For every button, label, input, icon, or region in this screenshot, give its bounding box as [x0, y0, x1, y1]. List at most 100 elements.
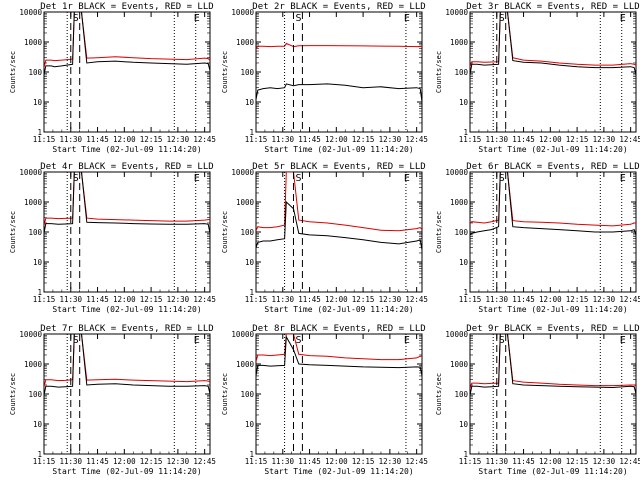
- events-series-line: [470, 12, 636, 76]
- detector-panel-1: Det 1r BLACK = Events, RED = LLD 1 10 100 10…: [9, 2, 216, 154]
- x-tick-label: 11:30: [485, 135, 508, 144]
- x-axis-label: Start Time (02-Jul-09 11:14:20): [52, 305, 201, 314]
- x-tick-label: 12:15: [566, 135, 589, 144]
- y-axis-label: Counts/sec: [9, 51, 17, 93]
- events-series-line: [470, 172, 636, 236]
- y-tick-label: 10: [245, 258, 255, 267]
- x-tick-label: 12:30: [379, 295, 402, 304]
- y-tick-label: 1: [249, 288, 254, 297]
- end-marker: E: [620, 13, 626, 24]
- lld-series-line: [44, 334, 210, 388]
- events-series-line: [256, 200, 422, 251]
- end-marker: E: [404, 173, 410, 184]
- detector-panel-4: Det 4r BLACK = Events, RED = LLD 1 10 100 10…: [9, 162, 216, 314]
- y-tick-label: 10: [245, 98, 255, 107]
- y-axis-label: Counts/sec: [435, 51, 443, 93]
- plot-frame: [43, 171, 211, 293]
- start-marker: S: [499, 335, 505, 346]
- end-marker: E: [404, 13, 410, 24]
- x-axis-label: Start Time (02-Jul-09 11:14:20): [52, 467, 201, 476]
- plot-frame: [255, 171, 423, 293]
- y-tick-label: 10: [245, 420, 255, 429]
- y-tick-label: 10000: [19, 330, 42, 339]
- detector-panel-5: Det 5r BLACK = Events, RED = LLD 1 10 100 10…: [221, 162, 428, 314]
- y-tick-label: 10000: [231, 8, 254, 17]
- detector-panel-3: Det 3r BLACK = Events, RED = LLD 1 10 100 10…: [435, 2, 640, 154]
- y-tick-label: 10000: [445, 8, 468, 17]
- lld-series-line: [256, 42, 422, 49]
- panel-title: Det 2r BLACK = Events, RED = LLD: [252, 2, 425, 12]
- y-tick-label: 1000: [450, 198, 469, 207]
- x-tick-label: 12:15: [566, 295, 589, 304]
- y-tick-label: 10000: [445, 168, 468, 177]
- y-tick-label: 10: [459, 420, 469, 429]
- y-tick-label: 10: [33, 98, 43, 107]
- end-marker: E: [194, 13, 200, 24]
- y-tick-label: 1000: [236, 360, 255, 369]
- y-axis-label: Counts/sec: [9, 373, 17, 415]
- start-marker: S: [295, 335, 301, 346]
- detector-panel-7: Det 7r BLACK = Events, RED = LLD 1 10 100 10…: [9, 324, 216, 476]
- x-tick-label: 12:00: [539, 135, 562, 144]
- x-axis-label: Start Time (02-Jul-09 11:14:20): [478, 305, 627, 314]
- x-axis-label: Start Time (02-Jul-09 11:14:20): [264, 467, 413, 476]
- detector-panel-6: Det 6r BLACK = Events, RED = LLD 1 10 100 10…: [435, 162, 640, 314]
- x-tick-label: 12:00: [113, 295, 136, 304]
- x-tick-label: 12:15: [352, 135, 375, 144]
- x-tick-label: 11:15: [245, 295, 268, 304]
- x-tick-label: 11:15: [245, 135, 268, 144]
- x-axis-label: Start Time (02-Jul-09 11:14:20): [264, 145, 413, 154]
- x-tick-label: 11:15: [245, 457, 268, 466]
- start-marker: S: [73, 173, 79, 184]
- x-tick-label: 12:30: [593, 295, 616, 304]
- y-tick-label: 1: [37, 450, 42, 459]
- x-tick-label: 11:45: [298, 457, 321, 466]
- plot-frame: [43, 333, 211, 455]
- y-tick-label: 100: [28, 390, 42, 399]
- series-group: [256, 172, 422, 251]
- y-tick-label: 1000: [24, 38, 43, 47]
- y-tick-label: 100: [454, 68, 468, 77]
- x-tick-label: 12:45: [193, 295, 216, 304]
- y-tick-label: 1000: [236, 198, 255, 207]
- panel-title: Det 7r BLACK = Events, RED = LLD: [40, 324, 213, 334]
- panel-title: Det 4r BLACK = Events, RED = LLD: [40, 162, 213, 172]
- x-tick-label: 11:15: [33, 135, 56, 144]
- y-tick-label: 10: [33, 258, 43, 267]
- y-tick-label: 1: [37, 128, 42, 137]
- lld-series-line: [44, 12, 210, 68]
- x-tick-label: 12:45: [405, 295, 428, 304]
- x-tick-label: 11:45: [512, 135, 535, 144]
- x-tick-label: 12:45: [619, 135, 640, 144]
- series-group: [44, 334, 210, 396]
- start-marker: S: [295, 173, 301, 184]
- y-tick-label: 1: [463, 450, 468, 459]
- x-tick-label: 11:45: [86, 135, 109, 144]
- x-tick-label: 11:30: [485, 295, 508, 304]
- x-tick-label: 12:45: [193, 135, 216, 144]
- y-tick-label: 1000: [450, 38, 469, 47]
- x-axis-label: Start Time (02-Jul-09 11:14:20): [52, 145, 201, 154]
- plot-frame: [43, 11, 211, 133]
- start-marker: S: [499, 13, 505, 24]
- lld-series-line: [256, 172, 422, 232]
- y-tick-label: 10000: [19, 8, 42, 17]
- y-axis-label: Counts/sec: [221, 211, 229, 253]
- y-tick-label: 100: [28, 68, 42, 77]
- events-series-line: [256, 335, 422, 377]
- events-series-line: [44, 334, 210, 396]
- end-marker: E: [620, 173, 626, 184]
- start-marker: S: [499, 173, 505, 184]
- x-axis-label: Start Time (02-Jul-09 11:14:20): [264, 305, 413, 314]
- y-tick-label: 1: [37, 288, 42, 297]
- y-axis-label: Counts/sec: [221, 51, 229, 93]
- x-tick-label: 12:00: [325, 135, 348, 144]
- panel-title: Det 1r BLACK = Events, RED = LLD: [40, 2, 213, 12]
- lld-series-line: [470, 334, 636, 389]
- y-axis-label: Counts/sec: [221, 373, 229, 415]
- x-tick-label: 12:45: [193, 457, 216, 466]
- x-tick-label: 12:30: [593, 457, 616, 466]
- x-axis-label: Start Time (02-Jul-09 11:14:20): [478, 467, 627, 476]
- series-group: [256, 42, 422, 103]
